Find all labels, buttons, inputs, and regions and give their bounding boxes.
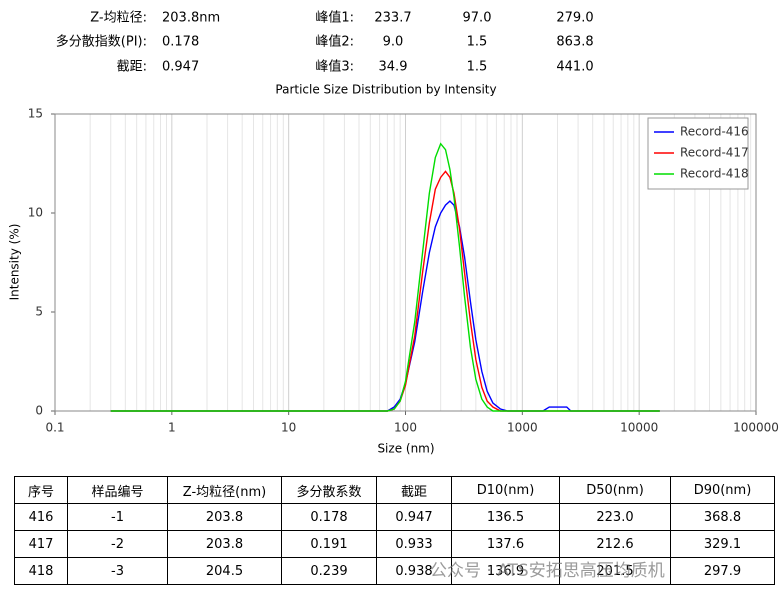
table-cell: 136.9 bbox=[451, 557, 560, 585]
peak-value: 441.0 bbox=[556, 60, 593, 75]
table-cell: 201.5 bbox=[559, 557, 671, 585]
peak-value: 279.0 bbox=[556, 11, 593, 26]
x-tick-label: 0.1 bbox=[45, 421, 64, 435]
table-header-cell: D10(nm) bbox=[451, 476, 560, 504]
peak-value: 1.5 bbox=[467, 35, 488, 50]
table-header-cell: Z-均粒径(nm) bbox=[167, 476, 282, 504]
table-cell: 137.6 bbox=[451, 530, 560, 558]
table-cell: 0.191 bbox=[281, 530, 377, 558]
x-tick-label: 10000 bbox=[620, 421, 658, 435]
y-axis-label: Intensity (%) bbox=[8, 224, 22, 301]
table-cell: 136.5 bbox=[451, 503, 560, 531]
table-row: 418 -3 204.5 0.239 0.938 136.9 201.5 297.9 bbox=[14, 557, 775, 585]
x-tick-label: 100000 bbox=[733, 421, 779, 435]
peak-value: 233.7 bbox=[374, 11, 411, 26]
plot-frame bbox=[54, 113, 757, 412]
table-cell: -2 bbox=[67, 530, 168, 558]
watermark: 公众号 · ATS安拓思高压均质机 bbox=[430, 561, 665, 581]
peak-label: 峰值3: bbox=[315, 59, 354, 75]
series-line bbox=[110, 142, 660, 412]
header-label: 多分散指数(PI): bbox=[56, 34, 147, 50]
chart: Z-均粒径: 203.8nm 峰值1: 233.7 97.0 279.0 多分散… bbox=[8, 10, 779, 456]
table-cell: 212.6 bbox=[559, 530, 671, 558]
legend-label: Record-416 bbox=[680, 125, 749, 139]
table-row: 416 -1 203.8 0.178 0.947 136.5 223.0 368.8 bbox=[14, 503, 775, 531]
table-cell: 416 bbox=[14, 503, 68, 531]
table-row: 序号 样品编号 Z-均粒径(nm) 多分散系数 截距 D10(nm) D50(nm) D90(… bbox=[14, 476, 775, 504]
table-header-cell: D90(nm) bbox=[670, 476, 775, 504]
table-cell: 417 bbox=[14, 530, 68, 558]
table: 序号 样品编号 Z-均粒径(nm) 多分散系数 截距 D10(nm) D50(nm) D90(… bbox=[14, 476, 775, 585]
y-tick-label: 10 bbox=[28, 206, 43, 220]
header-label: Z-均粒径: bbox=[90, 11, 147, 26]
peak-label: 峰值1: bbox=[315, 10, 354, 26]
table-header-cell: D50(nm) bbox=[559, 476, 671, 504]
table-row: 417 -2 203.8 0.191 0.933 137.6 212.6 329.1 bbox=[14, 530, 775, 558]
peak-value: 97.0 bbox=[463, 11, 492, 26]
table-cell: 0.239 bbox=[281, 557, 377, 585]
peak-value: 1.5 bbox=[467, 60, 488, 75]
header-value: 203.8nm bbox=[162, 11, 220, 26]
legend-label: Record-418 bbox=[680, 167, 749, 181]
table-cell: 329.1 bbox=[670, 530, 775, 558]
peak-value: 34.9 bbox=[379, 60, 408, 75]
table-cell: 418 bbox=[14, 557, 68, 585]
table-cell: 203.8 bbox=[167, 530, 282, 558]
table-cell: 223.0 bbox=[559, 503, 671, 531]
table-cell: 0.947 bbox=[376, 503, 452, 531]
chart-title: Particle Size Distribution by Intensity bbox=[275, 83, 496, 97]
y-tick-label: 0 bbox=[35, 404, 43, 418]
x-tick-label: 100 bbox=[394, 421, 417, 435]
table-cell: 203.8 bbox=[167, 503, 282, 531]
table-header-cell: 序号 bbox=[14, 476, 68, 504]
header-value: 0.178 bbox=[162, 35, 199, 50]
x-tick-label: 10 bbox=[281, 421, 296, 435]
table-cell: 0.933 bbox=[376, 530, 452, 558]
table-cell: -1 bbox=[67, 503, 168, 531]
peak-value: 9.0 bbox=[383, 35, 404, 50]
x-tick-label: 1 bbox=[168, 421, 176, 435]
legend-label: Record-417 bbox=[680, 146, 749, 160]
x-tick-label: 1000 bbox=[507, 421, 538, 435]
header-label: 截距: bbox=[117, 60, 147, 75]
table-cell: 297.9 bbox=[670, 557, 775, 585]
peak-value: 863.8 bbox=[556, 35, 593, 50]
y-tick-label: 15 bbox=[28, 107, 43, 121]
header-value: 0.947 bbox=[162, 60, 199, 75]
x-axis-label: Size (nm) bbox=[377, 442, 434, 456]
peak-label: 峰值2: bbox=[315, 34, 354, 50]
table-header-cell: 截距 bbox=[376, 476, 452, 504]
table-header-cell: 多分散系数 bbox=[281, 476, 377, 504]
table-cell: -3 bbox=[67, 557, 168, 585]
table-header-cell: 样品编号 bbox=[67, 476, 168, 504]
table-cell: 368.8 bbox=[670, 503, 775, 531]
y-tick-label: 5 bbox=[35, 305, 43, 319]
table-cell: 0.178 bbox=[281, 503, 377, 531]
table-cell: 204.5 bbox=[167, 557, 282, 585]
table-cell: 0.938 bbox=[376, 557, 452, 585]
